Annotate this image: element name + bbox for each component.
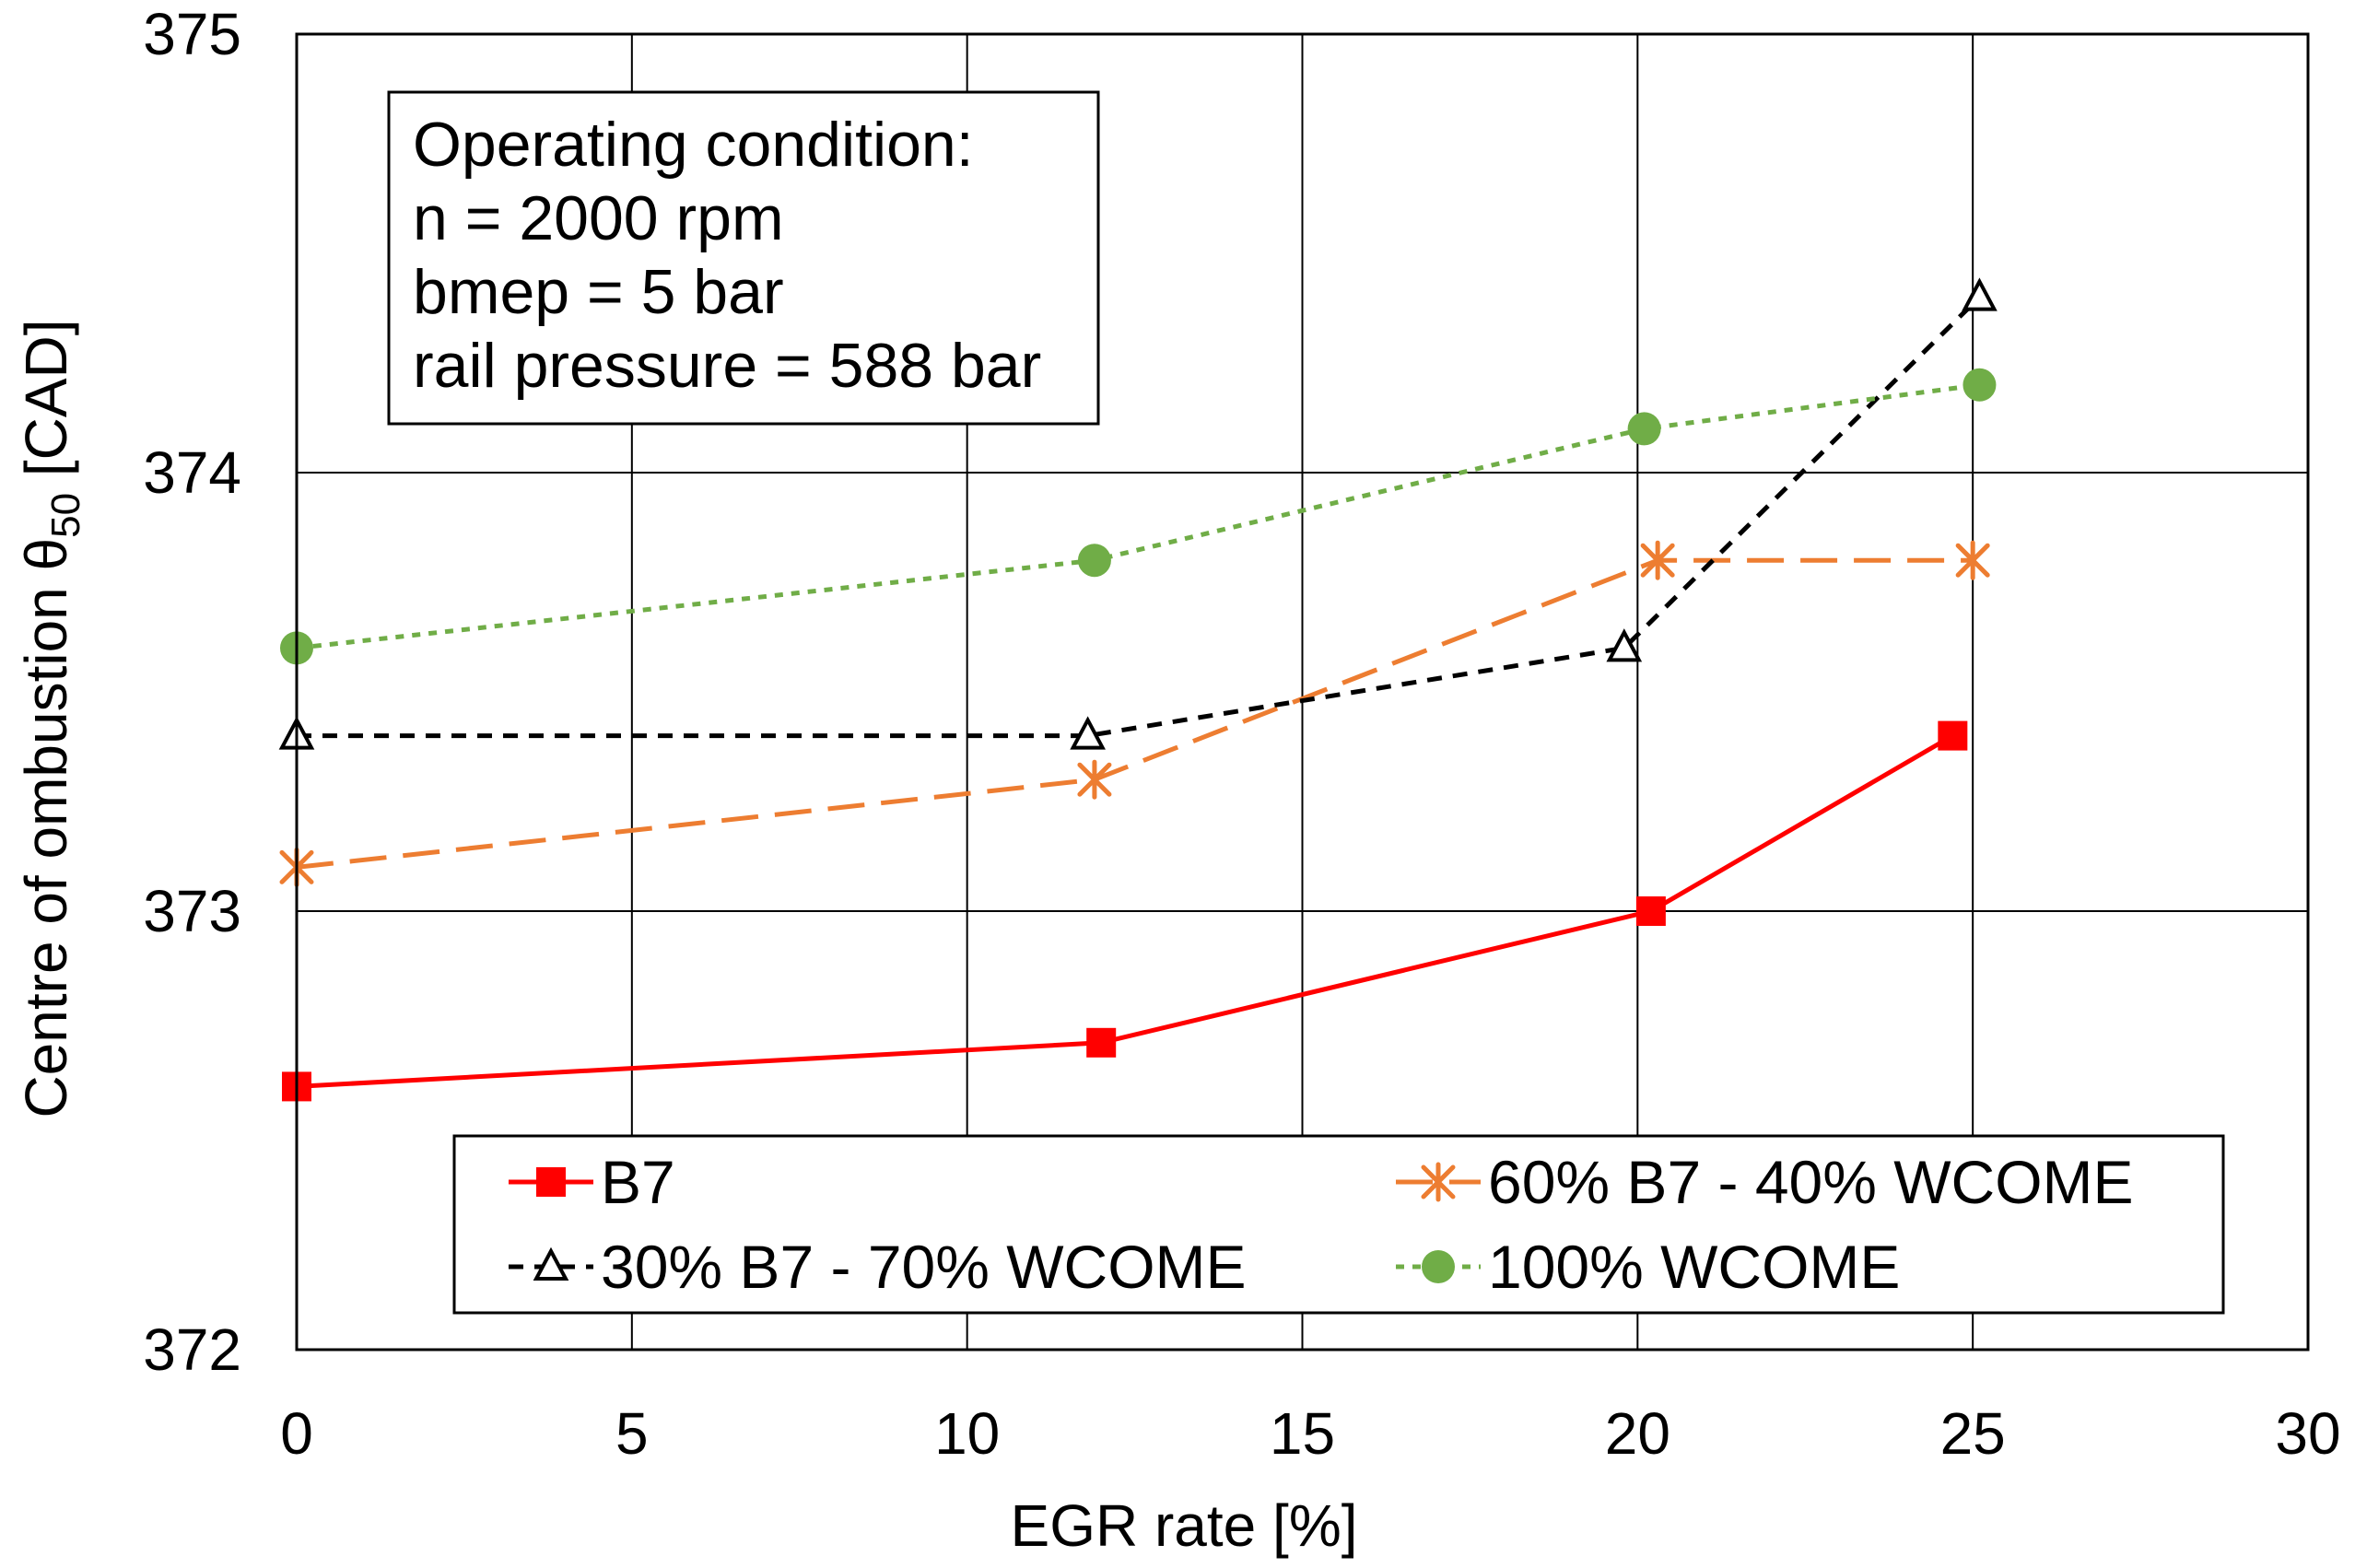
legend-marker: [1422, 1250, 1455, 1283]
legend-label: 100% WCOME: [1488, 1233, 1900, 1301]
legend-marker: [533, 1246, 569, 1281]
y-tick-label: 375: [143, 1, 241, 67]
annotation-line: Operating condition:: [413, 110, 974, 180]
annotation-line: rail pressure = 588 bar: [413, 331, 1041, 401]
data-point: [1962, 368, 1997, 402]
x-tick-label: 5: [615, 1400, 649, 1467]
legend-item: 100% WCOME: [1396, 1233, 1900, 1301]
legend: B7 60% B7 - 40% WCOME 30% B7 - 70% WCOME 10…: [452, 1134, 2225, 1315]
legend-item: 60% B7 - 40% WCOME: [1396, 1148, 2134, 1216]
data-point: [1962, 277, 1998, 311]
data-point: [1086, 1027, 1117, 1058]
data-point: [1640, 540, 1675, 580]
y-axis-title-subscript: 50: [43, 493, 88, 538]
data-point: [1938, 720, 1968, 751]
x-tick-label: 10: [934, 1400, 1000, 1467]
series-line: [296, 382, 1980, 650]
legend-marker: [1421, 1162, 1456, 1202]
annotation-box: Operating condition: n = 2000 rpm bmep =…: [387, 90, 1100, 426]
series-100-wcome: [280, 368, 1997, 665]
x-tick-label: 30: [2275, 1400, 2340, 1467]
data-point: [1606, 628, 1643, 662]
series-b7: [282, 720, 1968, 1102]
legend-label: 60% B7 - 40% WCOME: [1488, 1148, 2134, 1216]
annotation-line: n = 2000 rpm: [413, 183, 784, 253]
plot-area-frame: [295, 32, 2310, 1352]
series-line: [297, 295, 1982, 739]
x-tick-label: 20: [1605, 1400, 1670, 1467]
series-30-b7-70-wcome: [278, 277, 1998, 750]
data-point: [1627, 412, 1661, 446]
tick-labels: 0 5 10 15 20 25 30 372 373 374 375: [143, 1, 2340, 1467]
data-point: [1070, 716, 1106, 750]
legend-item: 30% B7 - 70% WCOME: [509, 1233, 1247, 1301]
legend-frame: [452, 1134, 2225, 1315]
x-axis-title: EGR rate [%]: [1011, 1492, 1358, 1559]
legend-marker: [536, 1167, 566, 1197]
legend-items: B7 60% B7 - 40% WCOME 30% B7 - 70% WCOME 10…: [509, 1148, 2134, 1301]
y-tick-label: 373: [143, 878, 241, 944]
series-line: [296, 733, 1954, 1089]
x-tick-label: 25: [1940, 1400, 2006, 1467]
series-line: [296, 557, 1974, 870]
y-axis-title-tail: [CAD]: [13, 319, 79, 492]
legend-item: B7: [509, 1148, 675, 1216]
series-60-b7-40-wcome: [279, 540, 1990, 887]
data-point: [1077, 759, 1112, 800]
y-axis-title: Centre of ombustion θ50 [CAD]: [13, 319, 88, 1117]
data-point: [1077, 544, 1111, 578]
y-axis-title-main: Centre of ombustion θ: [13, 538, 79, 1118]
data-point: [1955, 540, 1990, 580]
legend-label: 30% B7 - 70% WCOME: [601, 1233, 1247, 1301]
x-tick-label: 15: [1270, 1400, 1335, 1467]
legend-label: B7: [601, 1148, 675, 1216]
annotation-frame: [387, 90, 1100, 426]
y-tick-label: 372: [143, 1316, 241, 1383]
y-tick-label: 374: [143, 439, 241, 506]
annotation-line: bmep = 5 bar: [413, 257, 784, 327]
data-point: [1635, 896, 1666, 926]
x-tick-label: 0: [280, 1400, 313, 1467]
series-layer: [278, 277, 1998, 1102]
